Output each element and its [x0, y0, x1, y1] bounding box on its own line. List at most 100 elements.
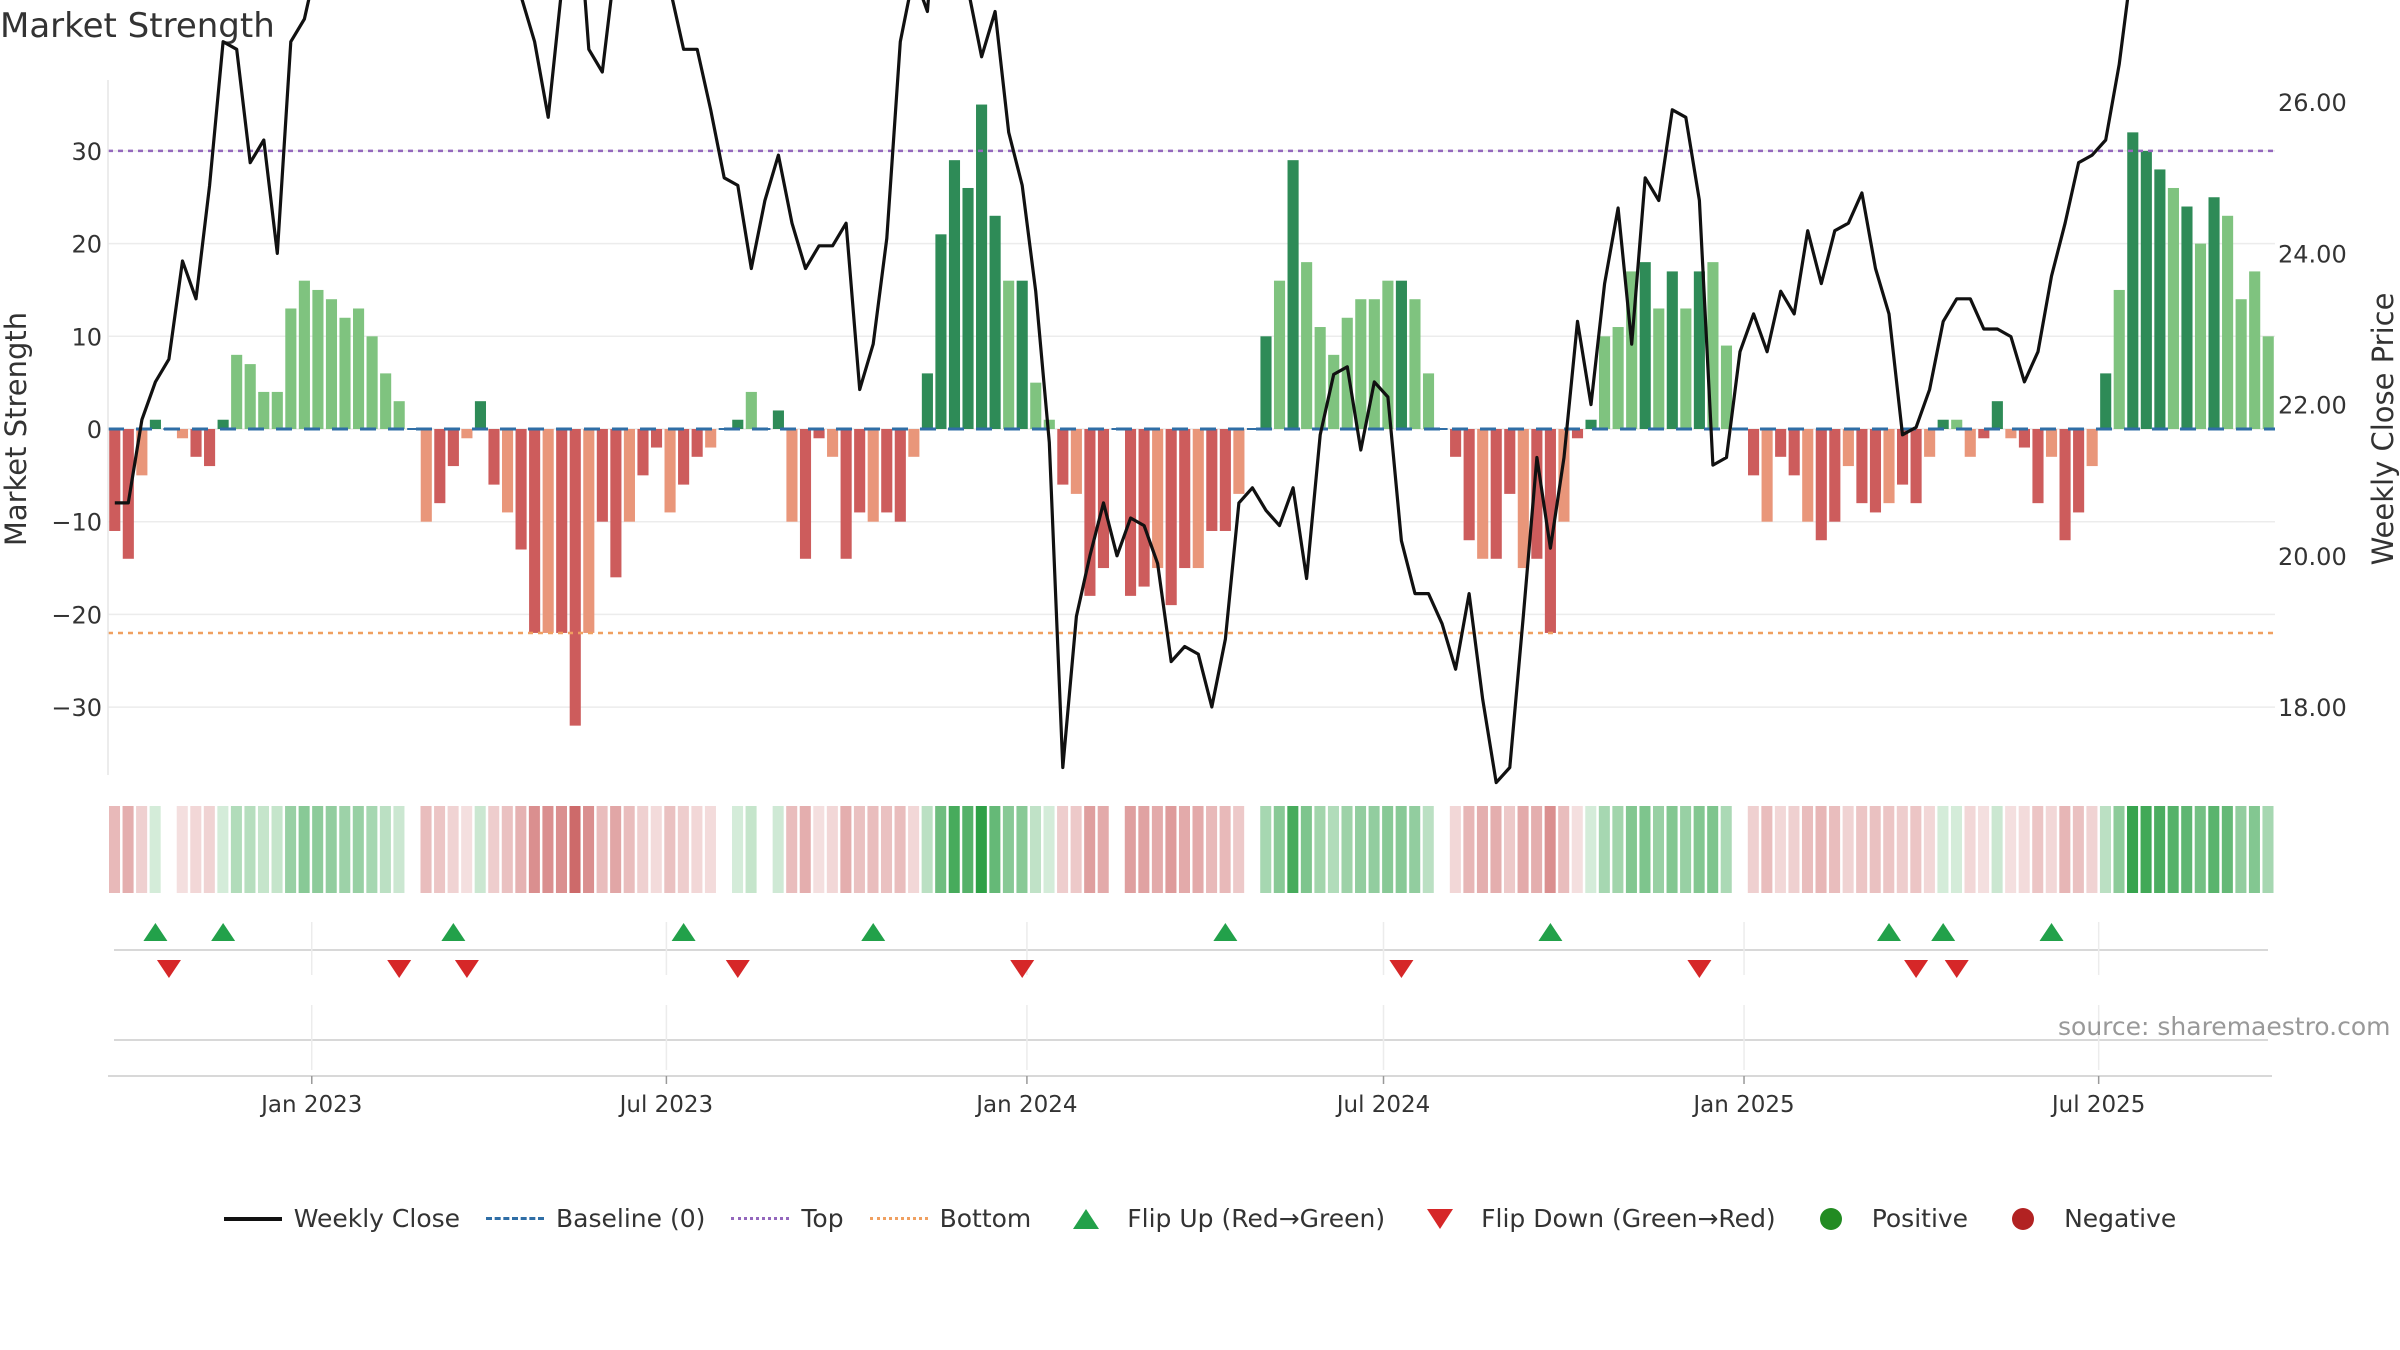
strength-bar	[1558, 429, 1570, 522]
strength-bar	[1951, 419, 1963, 429]
strip-cell	[1395, 806, 1407, 893]
legend-item-positive[interactable]: Positive	[1802, 1204, 1968, 1233]
strength-bar	[2005, 429, 2017, 439]
strip-cell	[379, 806, 391, 893]
strip-cell	[1598, 806, 1610, 893]
strip-cell	[989, 806, 1001, 893]
strength-bar	[1138, 429, 1150, 587]
strip-cell	[461, 806, 473, 893]
flip-up-marker	[861, 923, 886, 941]
y-tick-label: 10	[71, 323, 102, 351]
legend-item-flip-up[interactable]: Flip Up (Red→Green)	[1057, 1204, 1385, 1233]
strip-cell	[1910, 806, 1922, 893]
strength-bar	[1869, 429, 1882, 513]
strength-bar	[447, 429, 459, 467]
strength-bar	[1382, 280, 1394, 429]
strength-bar	[1450, 429, 1462, 457]
strength-bar	[353, 308, 365, 429]
strength-bar	[1748, 429, 1760, 476]
strength-bar	[569, 429, 581, 726]
legend-item-weekly-close[interactable]: Weekly Close	[223, 1204, 461, 1233]
strip-cell	[1720, 806, 1732, 893]
strength-bar	[976, 104, 988, 430]
strength-bar	[325, 299, 338, 429]
strength-bar	[786, 429, 798, 522]
strength-bar	[488, 429, 500, 485]
strip-cell	[1693, 806, 1705, 893]
strip-cell	[1476, 806, 1488, 893]
y2-tick-label: 24.00	[2278, 240, 2347, 268]
strength-bar	[190, 429, 202, 457]
strength-bar	[2208, 197, 2220, 429]
flip-up-marker	[1877, 923, 1902, 941]
legend-item-bottom[interactable]: Bottom	[869, 1204, 1031, 1233]
strip-cell	[2208, 806, 2220, 893]
strip-cell	[1327, 806, 1339, 893]
strength-bar	[1003, 280, 1015, 429]
strip-cell	[840, 806, 852, 893]
strip-cell	[474, 806, 486, 893]
strength-bar	[1125, 429, 1137, 596]
strength-bar	[1544, 429, 1556, 633]
strip-cell	[677, 806, 689, 893]
strength-bar	[1924, 429, 1936, 457]
strength-bar	[2222, 215, 2234, 429]
chart-title: Market Strength	[0, 6, 275, 46]
strip-cell	[664, 806, 676, 893]
strength-bar	[434, 429, 446, 504]
flip-up-marker	[1931, 923, 1956, 941]
legend-item-negative[interactable]: Negative	[1994, 1204, 2176, 1233]
axes: −30 −20 −10 0 10 20 30 18.00 20.00 22.00 24.00 26.0…	[0, 80, 2400, 775]
legend-label: Weekly Close	[293, 1204, 461, 1233]
strip-cell	[948, 806, 960, 893]
strength-bar	[1680, 308, 1692, 429]
strip-cell	[2262, 806, 2274, 893]
strip-cell	[1761, 806, 1773, 893]
flip-down-marker	[387, 960, 412, 978]
strip-cell	[2018, 806, 2030, 893]
strength-bar	[461, 429, 473, 439]
x-tick-label: Jul 2023	[618, 1092, 714, 1118]
strip-cell	[1111, 806, 1122, 893]
strip-cell	[1964, 806, 1976, 893]
strip-cell	[1002, 806, 1014, 893]
strength-bar	[1964, 429, 1976, 457]
strength-bar	[840, 429, 852, 559]
circle-icon	[2012, 1207, 2035, 1230]
legend-item-top[interactable]: Top	[731, 1204, 844, 1233]
strength-bar	[1436, 428, 1448, 430]
strength-bar	[1097, 429, 1110, 569]
strip-cell	[501, 806, 513, 893]
strength-bar	[1720, 345, 1733, 429]
strip-cell	[1368, 806, 1380, 893]
y-tick-label: 30	[71, 138, 102, 166]
strip-cell	[244, 806, 256, 893]
flip-down-marker	[1687, 960, 1712, 978]
strength-bar	[420, 429, 432, 522]
legend-label: Flip Up (Red→Green)	[1127, 1204, 1386, 1233]
strip-cell	[298, 806, 310, 893]
strength-bar	[1788, 429, 1800, 476]
strip-cell	[962, 806, 974, 893]
strip-cell	[1923, 806, 1935, 893]
strip-cell	[2194, 806, 2206, 893]
strength-bar	[813, 429, 825, 439]
y-tick-label: −30	[51, 694, 102, 722]
strength-bar	[948, 160, 961, 430]
strength-bar	[583, 429, 595, 633]
strip-cell	[2235, 806, 2247, 893]
strength-bar	[1314, 327, 1326, 429]
strength-bar	[407, 428, 419, 430]
strip-cell	[555, 806, 567, 893]
strip-cell	[1273, 806, 1285, 893]
legend-item-flip-down[interactable]: Flip Down (Green→Red)	[1411, 1204, 1776, 1233]
legend-label: Top	[801, 1204, 844, 1233]
legend-item-baseline[interactable]: Baseline (0)	[486, 1204, 705, 1233]
strip-cell	[1842, 806, 1854, 893]
legend-label: Baseline (0)	[556, 1204, 706, 1233]
strength-bar	[2086, 429, 2098, 467]
strength-bar	[881, 429, 893, 513]
dotted-swatch-icon	[869, 1217, 928, 1220]
strip-cell	[176, 806, 188, 893]
x-tick-label: Jul 2025	[2050, 1092, 2146, 1118]
